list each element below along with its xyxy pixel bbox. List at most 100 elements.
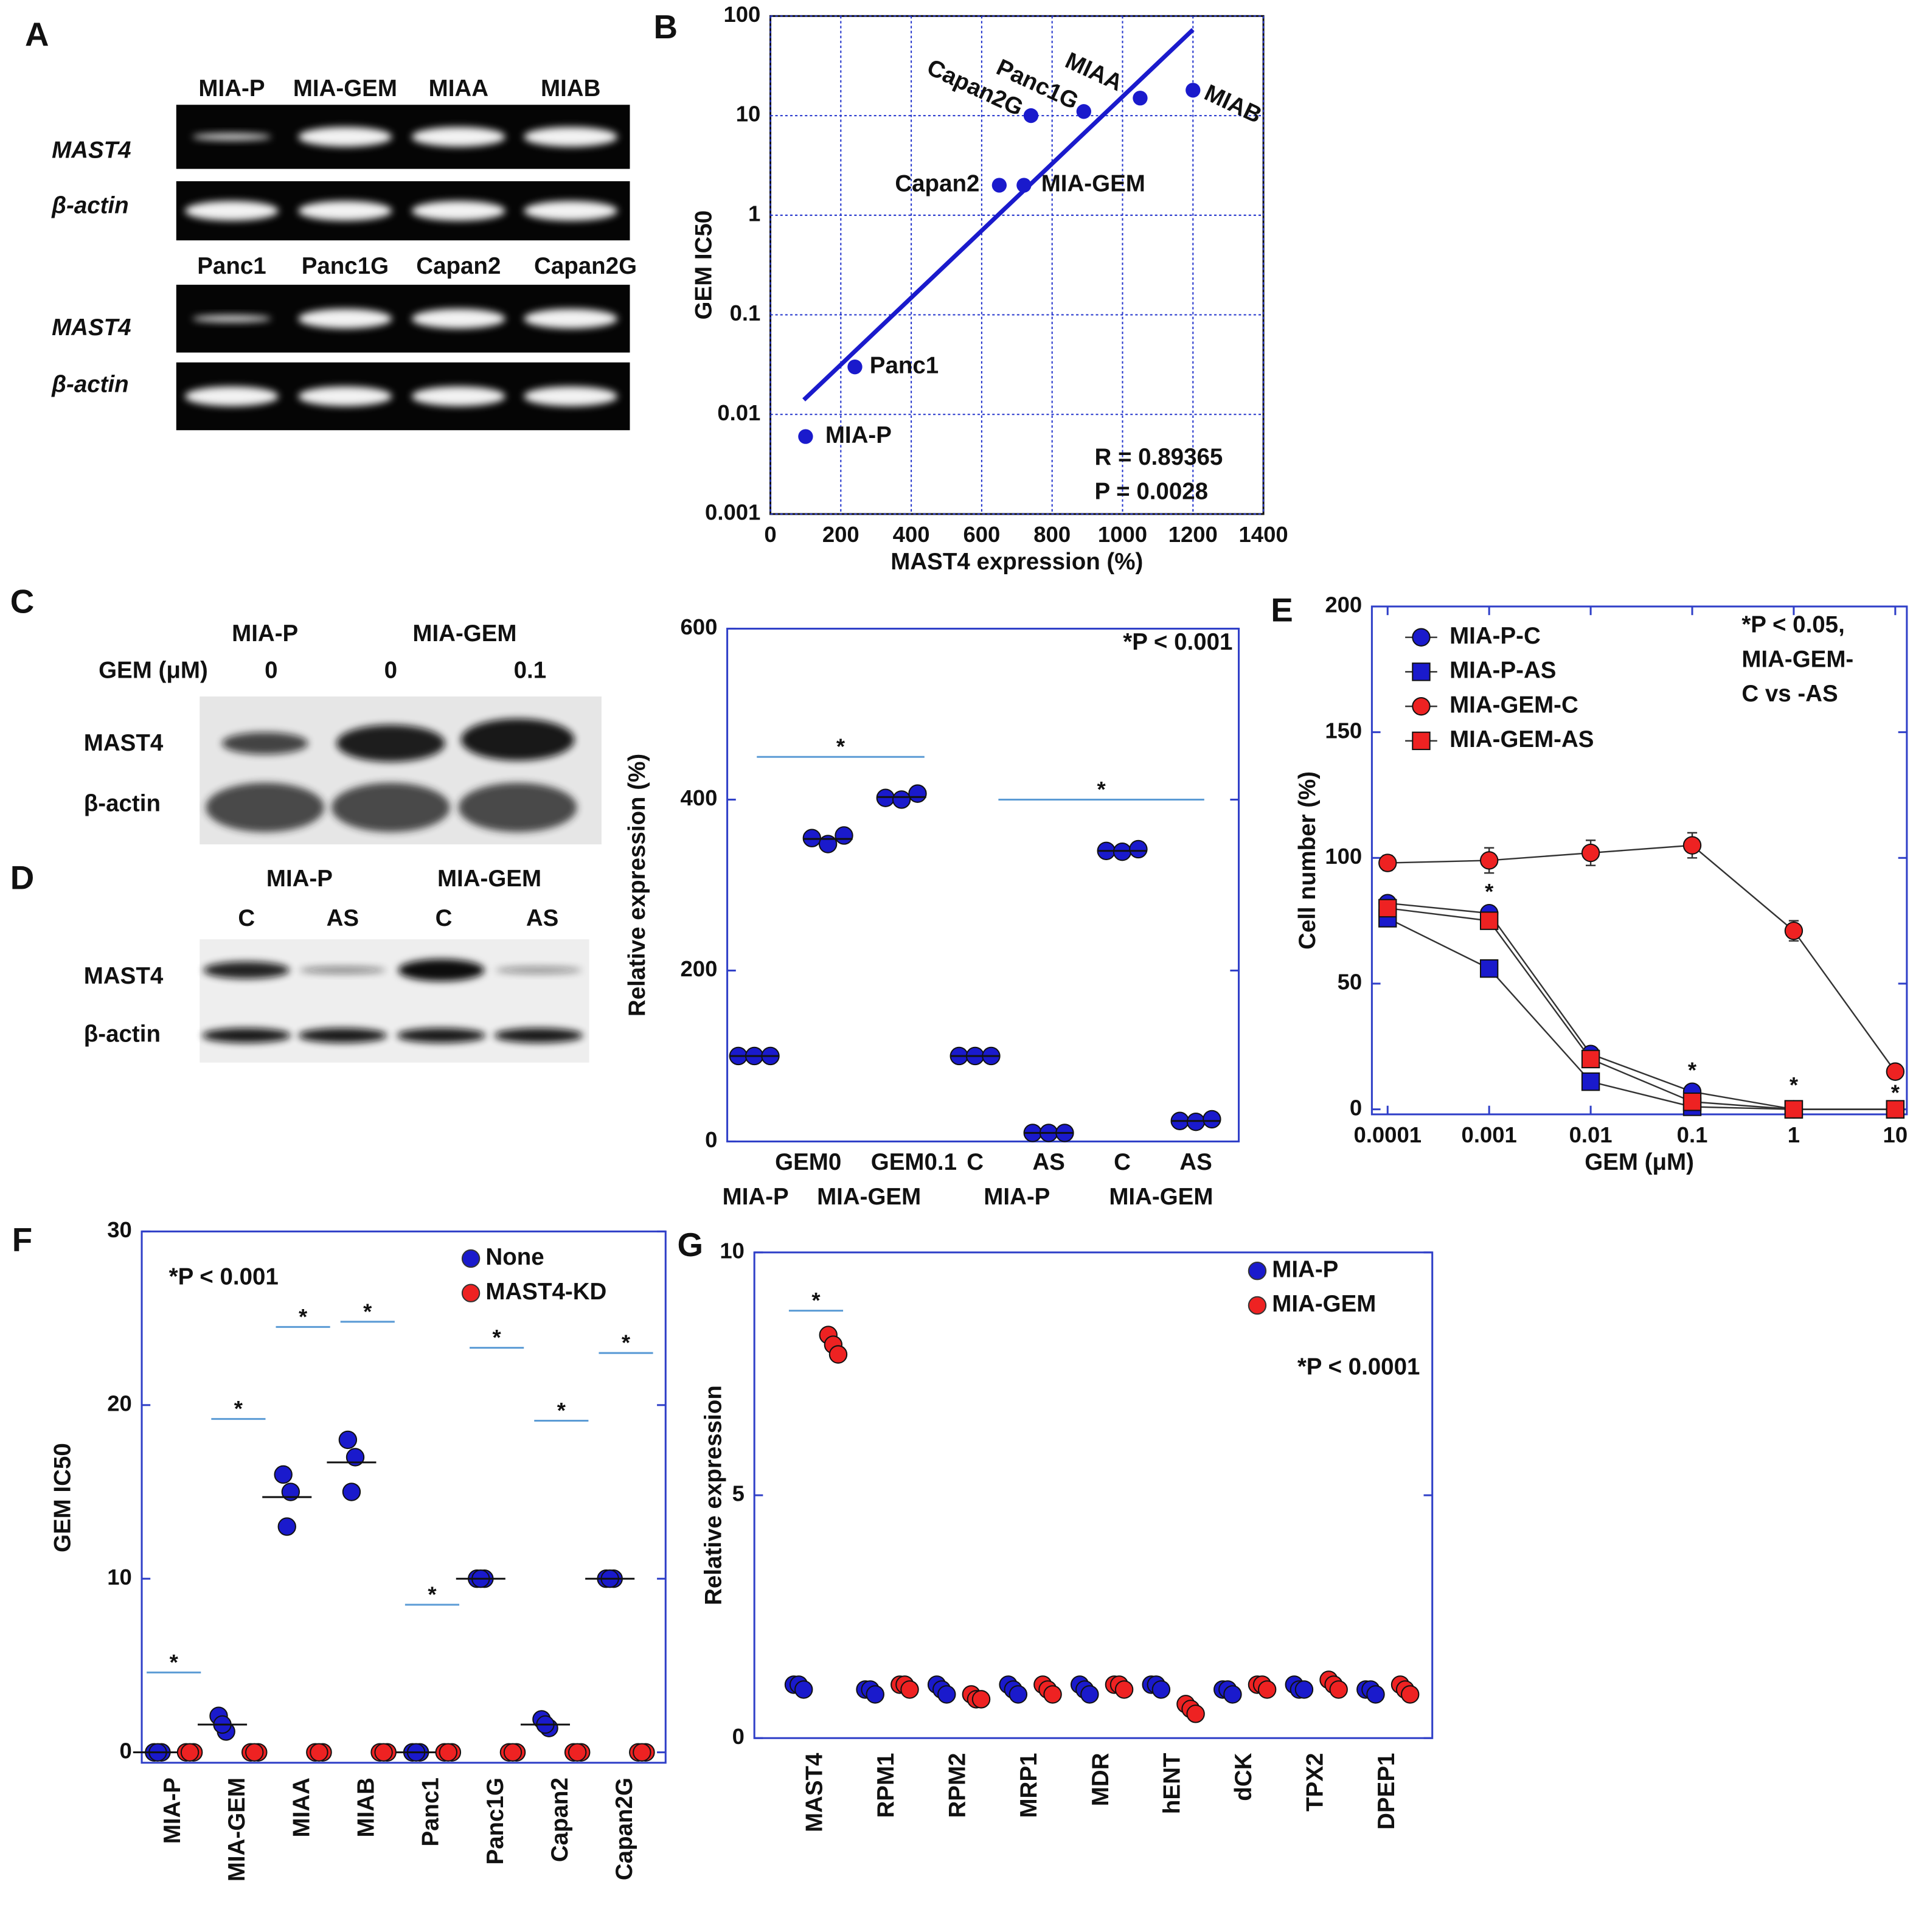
data-point — [835, 826, 853, 845]
y-tick-label: 10 — [736, 102, 761, 127]
x-tick-label: MRP1 — [1016, 1753, 1042, 1818]
y-tick-label: 0.001 — [705, 500, 760, 525]
annotation: *P < 0.05, — [1741, 612, 1844, 638]
x-tick-label: RPM1 — [873, 1753, 899, 1818]
y-tick-label: 10 — [107, 1565, 132, 1590]
gel-band — [206, 782, 324, 832]
x-tick-label: AS — [1179, 1149, 1212, 1175]
y-tick-label: 0.01 — [717, 400, 760, 425]
data-point — [1479, 959, 1499, 978]
data-point — [866, 1685, 884, 1704]
y-axis-label: Cell number (%) — [1294, 771, 1321, 950]
x-tick-label: MIA-P — [159, 1777, 186, 1844]
data-point — [1151, 1680, 1171, 1699]
y-tick-label: 50 — [1338, 970, 1363, 995]
lane-label: Capan2 — [416, 253, 501, 279]
x-axis-label: GEM (μM) — [1585, 1149, 1694, 1175]
gel-band — [184, 201, 279, 221]
gel-band — [458, 782, 577, 832]
legend-label: None — [485, 1244, 544, 1270]
x-tick-label: 1000 — [1098, 522, 1147, 547]
x-tick-label: MDR — [1088, 1753, 1114, 1806]
x-tick-label: Panc1G — [482, 1777, 509, 1864]
data-point — [847, 360, 863, 375]
gel-band — [495, 966, 582, 974]
significance-label: * — [1688, 1057, 1697, 1082]
data-point — [794, 1680, 813, 1699]
y-tick-label: 600 — [681, 614, 718, 639]
group-label: MIA-GEM — [817, 1184, 921, 1210]
data-point — [342, 1482, 361, 1501]
data-point — [439, 1743, 458, 1762]
y-tick-label: 0 — [120, 1738, 132, 1763]
data-point — [1203, 1110, 1221, 1129]
gel-band — [184, 386, 279, 406]
data-point — [277, 1517, 296, 1536]
significance-label: * — [811, 1288, 821, 1313]
group-label: MIA-GEM — [1109, 1184, 1213, 1210]
y-tick-label: 200 — [681, 956, 718, 981]
x-tick-label: MIAA — [288, 1777, 314, 1837]
y-axis-label: GEM IC50 — [690, 210, 717, 320]
panel-label: A — [25, 15, 49, 53]
y-tick-label: 1 — [748, 201, 760, 226]
row-label: β-actin — [84, 790, 161, 816]
data-point — [1886, 1100, 1905, 1119]
data-point — [1114, 1680, 1134, 1699]
x-tick-label: GEM0 — [775, 1149, 841, 1175]
gel-band — [524, 308, 618, 329]
panel-label: D — [10, 858, 35, 896]
lane-label: Panc1 — [197, 253, 266, 279]
lane-label: 0 — [384, 658, 397, 684]
row-label: β-actin — [84, 1021, 161, 1047]
y-tick-label: 100 — [723, 2, 760, 27]
panel-label: G — [678, 1226, 704, 1263]
x-tick-label: 1200 — [1168, 522, 1218, 547]
gel-band — [298, 386, 392, 406]
gel-band — [299, 966, 386, 974]
y-tick-label: 200 — [1325, 592, 1362, 617]
lane-label: MIAA — [429, 75, 488, 102]
plot-frame — [141, 1230, 667, 1764]
plot-frame — [1370, 605, 1908, 1116]
x-tick-label: 0.0001 — [1353, 1122, 1422, 1147]
y-axis-label: GEM IC50 — [50, 1443, 76, 1552]
data-point — [1886, 1062, 1905, 1081]
gel-band — [298, 1028, 387, 1043]
x-tick-label: 10 — [1883, 1122, 1908, 1147]
lane-label: C — [436, 905, 453, 931]
group-label: MIA-P — [984, 1184, 1050, 1210]
legend-label: MIA-P — [1272, 1256, 1338, 1282]
data-point — [892, 790, 911, 809]
x-tick-label: MAST4 — [802, 1753, 828, 1832]
row-label: MAST4 — [52, 137, 131, 163]
panel-label: B — [654, 8, 678, 46]
y-tick-label: 150 — [1325, 718, 1362, 743]
gel-band — [524, 386, 618, 406]
data-point — [1016, 178, 1032, 193]
data-point — [245, 1743, 264, 1762]
x-tick-label: 0.001 — [1462, 1122, 1517, 1147]
x-tick-label: 1 — [1788, 1122, 1800, 1147]
data-point — [1682, 836, 1702, 855]
x-tick-label: MIAB — [353, 1777, 379, 1837]
data-point — [1076, 104, 1091, 119]
significance-label: * — [428, 1582, 437, 1607]
row-label: MAST4 — [84, 963, 164, 989]
series-line — [1387, 844, 1896, 1072]
lane-label: MIA-GEM — [293, 75, 397, 102]
data-point — [1186, 1704, 1205, 1723]
data-point — [1223, 1685, 1242, 1704]
data-point — [374, 1743, 393, 1762]
gel-band — [494, 1028, 583, 1043]
legend-marker — [461, 1284, 481, 1302]
data-point — [180, 1743, 200, 1762]
data-point — [937, 1685, 956, 1704]
gel-band — [398, 959, 485, 982]
lane-label: AS — [327, 905, 359, 931]
x-tick-label: GEM0.1 — [871, 1149, 957, 1175]
point-label: MIAB — [1200, 80, 1265, 129]
series-line — [1387, 907, 1895, 1110]
lane-label: 0 — [265, 658, 277, 684]
